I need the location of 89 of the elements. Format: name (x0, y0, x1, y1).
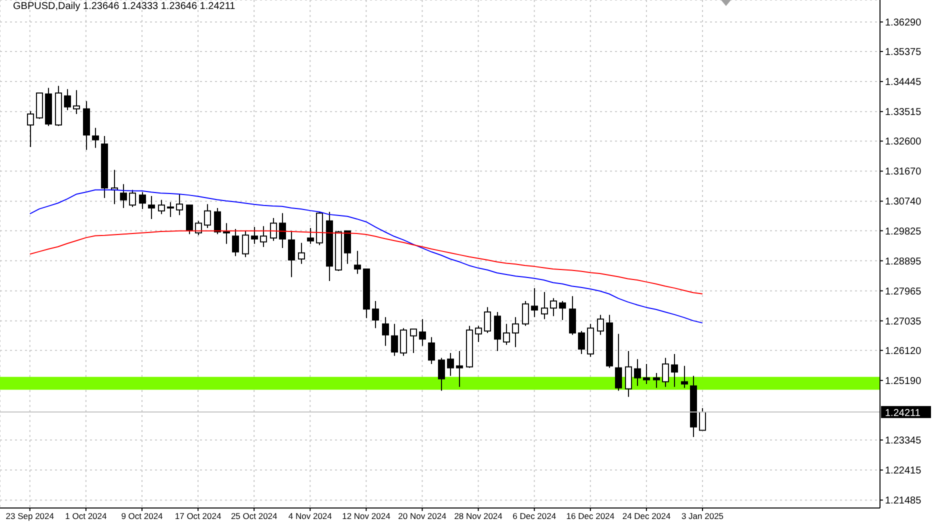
candlestick (148, 196, 155, 220)
candlestick (129, 189, 136, 208)
x-tick-label: 12 Nov 2024 (342, 511, 391, 522)
y-tick-label: 1.25190 (885, 376, 922, 387)
candlestick (578, 330, 585, 354)
candlestick (298, 242, 305, 264)
candlestick (550, 298, 557, 317)
y-tick-label: 1.33515 (885, 107, 922, 118)
y-tick-label: 1.32600 (885, 136, 922, 148)
y-tick-label: 1.22415 (885, 466, 922, 477)
chart-title: GBPUSD,Daily 1.23646 1.24333 1.23646 1.24211 (13, 1, 236, 12)
candlestick (260, 226, 267, 248)
y-tick-label: 1.27965 (885, 286, 922, 298)
y-tick-label: 1.30740 (885, 196, 922, 208)
candlestick (214, 207, 221, 235)
x-tick-label: 4 Nov 2024 (288, 511, 332, 522)
y-tick-label: 1.29825 (885, 226, 922, 238)
candlestick (223, 222, 230, 244)
candlestick (288, 230, 295, 278)
candlestick (615, 333, 622, 392)
candlestick (270, 217, 277, 242)
x-tick-label: 25 Oct 2024 (230, 511, 278, 522)
candlestick (158, 199, 165, 215)
candlestick (447, 352, 454, 376)
y-tick-label: 1.31670 (885, 166, 922, 178)
candlestick (120, 184, 127, 208)
candlestick (475, 325, 482, 343)
candlestick (419, 318, 426, 346)
y-tick-label: 1.36290 (885, 18, 922, 29)
candlestick (456, 350, 463, 388)
x-tick-label: 9 Oct 2024 (121, 511, 164, 522)
candlestick (597, 314, 604, 336)
candlestick (307, 228, 314, 244)
candlestick (64, 88, 71, 111)
candlestick (279, 212, 286, 249)
candlestick (512, 316, 519, 348)
x-tick-label: 28 Nov 2024 (454, 511, 503, 522)
x-tick-label: 24 Dec 2024 (622, 511, 671, 522)
candlestick (522, 300, 529, 326)
y-tick-label: 1.21485 (885, 496, 922, 507)
candlestick (92, 127, 99, 148)
candlestick (73, 90, 80, 114)
x-tick-label: 1 Oct 2024 (65, 511, 108, 522)
ref-line-label: 1.24211 (885, 408, 921, 420)
candlestick (242, 230, 249, 258)
candlestick (139, 192, 146, 210)
x-tick-label: 6 Dec 2024 (512, 511, 556, 522)
candlestick (232, 228, 239, 257)
y-tick-label: 1.26120 (885, 346, 922, 357)
candlestick (438, 357, 445, 392)
candlestick (167, 202, 174, 218)
x-tick-label: 17 Oct 2024 (174, 511, 222, 522)
candlestick (653, 372, 660, 388)
candlestick (625, 350, 632, 398)
candlestick (484, 306, 491, 334)
candlestick (671, 353, 678, 388)
candlestick (531, 288, 538, 318)
candlestick (204, 204, 211, 229)
y-tick-label: 1.23345 (885, 436, 922, 447)
candlestick (699, 408, 706, 431)
candlestick (643, 363, 650, 384)
candlestick (494, 311, 501, 352)
candlestick (559, 300, 566, 321)
candlestick (391, 323, 398, 356)
x-tick-label: 23 Sep 2024 (6, 511, 54, 522)
candlestick (541, 291, 548, 320)
candlestick (382, 316, 389, 346)
candlestick (410, 328, 417, 354)
candlestick (662, 357, 669, 388)
candlestick (372, 300, 379, 329)
y-tick-label: 1.34445 (885, 77, 922, 88)
candlestick (634, 358, 641, 386)
candlestick (354, 250, 361, 274)
y-tick-label: 1.27035 (885, 316, 922, 328)
y-tick-label: 1.35375 (885, 47, 922, 58)
candlestick (681, 365, 688, 388)
candlestick (400, 328, 407, 356)
x-tick-label: 20 Nov 2024 (398, 511, 447, 522)
candlestick (176, 194, 183, 216)
x-tick-label: 3 Jan 2025 (681, 511, 724, 522)
x-tick-label: 16 Dec 2024 (566, 511, 615, 522)
candlestick (195, 220, 202, 236)
candlestick (27, 110, 34, 148)
y-tick-label: 1.28895 (885, 256, 922, 268)
candlestick (569, 296, 576, 336)
candlestick (428, 336, 435, 364)
candlestick (251, 226, 258, 244)
candlestick (503, 323, 510, 346)
candlestick (344, 230, 351, 264)
